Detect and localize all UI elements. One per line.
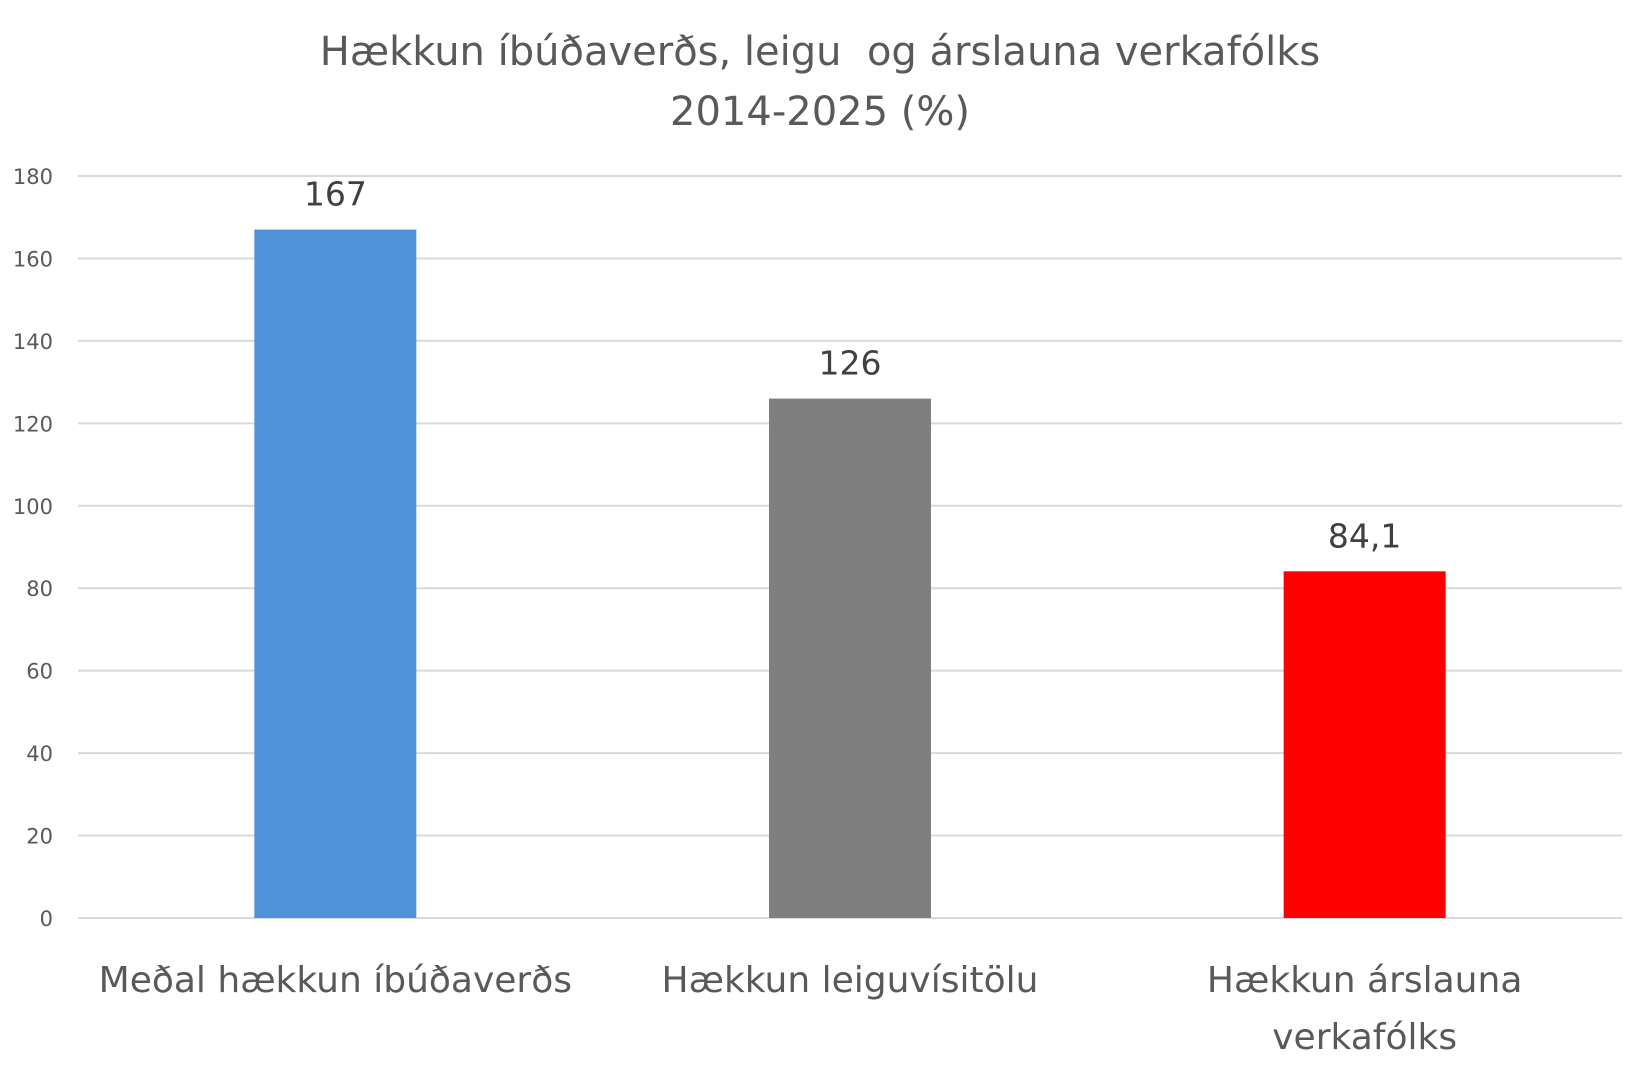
bars (254, 229, 1446, 919)
bar (769, 398, 931, 919)
data-label: 84,1 (1328, 516, 1401, 555)
y-tick-label: 120 (13, 412, 53, 436)
category-label: Hækkun leiguvísitölu (662, 960, 1039, 1001)
y-tick-label: 0 (40, 907, 53, 931)
x-axis-categories: Meðal hækkun íbúðaverðs Hækkun leiguvísit… (99, 960, 1523, 1058)
bar (254, 229, 417, 919)
data-label: 126 (819, 344, 882, 383)
chart-title-line-2: 2014-2025 (%) (670, 89, 970, 135)
data-label: 167 (304, 175, 367, 214)
bar (1283, 571, 1446, 918)
y-axis-ticks: 0 20 40 60 80 100 120 140 160 180 (13, 165, 53, 931)
y-tick-label: 20 (26, 825, 53, 849)
y-tick-label: 180 (13, 165, 53, 189)
chart-title: Hækkun íbúðaverðs, leigu og árslauna ver… (0, 22, 1640, 142)
y-tick-label: 160 (13, 247, 53, 271)
category-label: Hækkun árslauna (1207, 960, 1522, 1001)
y-tick-label: 60 (26, 660, 53, 684)
y-tick-label: 100 (13, 495, 53, 519)
data-labels: 167 126 84,1 (304, 175, 1402, 556)
y-tick-label: 40 (26, 742, 53, 766)
chart-title-line-1: Hækkun íbúðaverðs, leigu og árslauna ver… (319, 29, 1321, 75)
y-tick-label: 80 (26, 577, 53, 601)
category-label: verkafólks (1272, 1017, 1457, 1058)
y-tick-label: 140 (13, 330, 53, 354)
category-label: Meðal hækkun íbúðaverðs (99, 960, 572, 1001)
